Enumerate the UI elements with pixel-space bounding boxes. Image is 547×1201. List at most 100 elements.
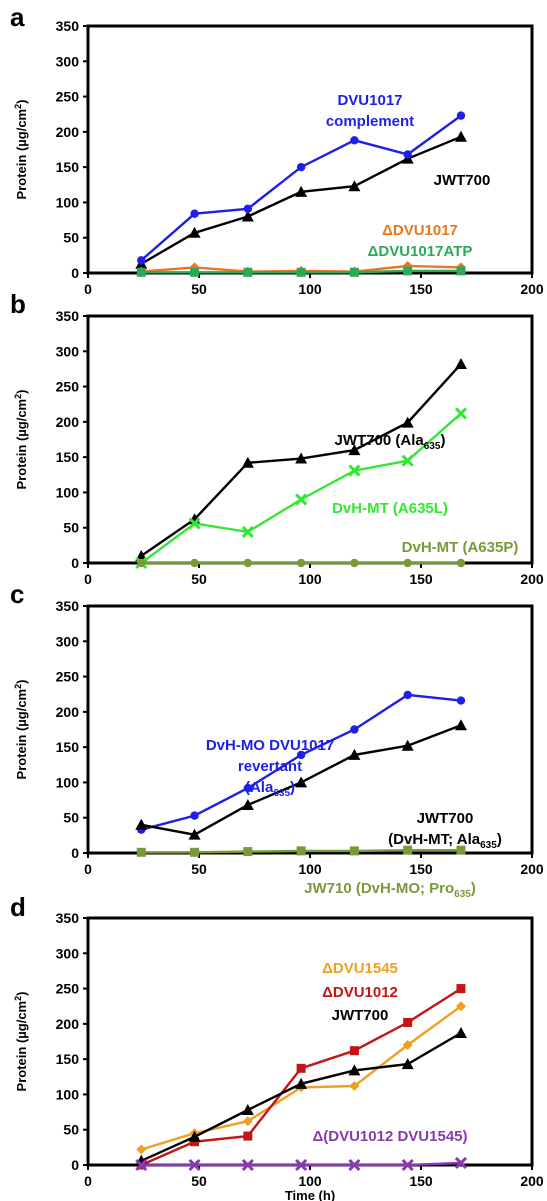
data-point	[456, 984, 466, 994]
annotation-label: (DvH-MT; Ala635)	[388, 831, 502, 851]
x-tick-label: 50	[191, 281, 207, 297]
y-axis-title: Protein (µg/cm2)	[13, 100, 29, 200]
data-point	[243, 783, 253, 793]
panel-letter: a	[10, 2, 25, 32]
data-point	[188, 828, 201, 840]
data-point	[456, 266, 466, 276]
annotation-label: revertant	[238, 758, 302, 775]
data-point	[350, 558, 359, 568]
data-point	[349, 267, 359, 277]
data-point	[401, 416, 414, 428]
annotation-label: JWT700 (Ala635)	[335, 432, 446, 452]
data-point	[136, 1144, 147, 1155]
x-tick-label: 150	[409, 281, 433, 297]
annotation-label: ΔDVU1545	[322, 960, 398, 977]
data-point	[190, 267, 200, 277]
data-point	[348, 464, 361, 477]
x-tick-label: 0	[84, 571, 92, 587]
y-tick-label: 200	[56, 414, 80, 430]
data-point	[190, 847, 200, 857]
data-point	[296, 1063, 306, 1073]
panel-b: b 0 50 100 150 200 250 300 350 0 50 100 150 200 Protei…	[10, 289, 544, 587]
y-tick-label: 100	[56, 1086, 80, 1102]
y-tick-label: 150	[56, 1051, 80, 1067]
data-point	[243, 558, 253, 568]
panel-d: d 0 50 100 150 200 250 300 350 0 50 100 150 200 Protei…	[10, 892, 544, 1201]
data-point	[454, 1156, 468, 1169]
y-tick-label: 350	[56, 598, 80, 614]
y-axis-title: Protein (µg/cm2)	[13, 992, 29, 1092]
x-axis-title: Time (h)	[285, 1188, 335, 1201]
annotation-label: (Ala635)	[245, 779, 295, 799]
data-point	[348, 1158, 361, 1172]
annotation-label: JWT700	[332, 1007, 389, 1024]
y-tick-label: 350	[56, 308, 80, 324]
y-axis-title: Protein (µg/cm2)	[13, 390, 29, 490]
data-point	[349, 846, 359, 856]
y-tick-label: 150	[56, 739, 80, 755]
series	[135, 719, 467, 840]
y-tick-label: 50	[63, 810, 79, 826]
data-point	[350, 136, 359, 145]
y-tick-label: 50	[63, 230, 79, 246]
data-point	[188, 1130, 201, 1142]
x-tick-label: 100	[298, 861, 322, 877]
data-point	[456, 845, 466, 855]
y-tick-label: 100	[56, 194, 80, 210]
series	[137, 558, 466, 568]
data-point	[403, 558, 412, 568]
y-tick-label: 100	[56, 484, 80, 500]
y-tick-label: 0	[71, 845, 79, 861]
annotation-label: DvH-MT (A635L)	[332, 500, 448, 517]
data-point	[243, 847, 253, 857]
panel-letter: d	[10, 892, 26, 922]
data-point	[137, 256, 146, 265]
x-tick-label: 200	[520, 281, 544, 297]
data-point	[241, 210, 254, 222]
data-point	[348, 748, 361, 760]
plot-frame	[86, 24, 534, 275]
data-point	[454, 1027, 467, 1039]
y-tick-label: 100	[56, 774, 80, 790]
y-tick-label: 0	[71, 555, 79, 571]
series	[137, 111, 466, 265]
annotation-label: ΔDVU1012	[322, 984, 398, 1001]
y-tick-label: 250	[56, 669, 80, 685]
series	[135, 130, 467, 269]
data-point	[295, 1077, 308, 1089]
y-tick-label: 300	[56, 53, 80, 69]
annotation-label: DvH-MO DVU1017	[206, 737, 334, 754]
y-tick-label: 0	[71, 1157, 79, 1173]
x-tick-label: 50	[191, 861, 207, 877]
x-tick-label: 0	[84, 281, 92, 297]
x-tick-label: 0	[84, 861, 92, 877]
data-point	[403, 266, 413, 276]
y-tick-label: 200	[56, 124, 80, 140]
data-point	[296, 267, 306, 277]
data-point	[241, 525, 254, 539]
data-point	[188, 226, 201, 238]
data-point	[403, 1017, 413, 1027]
annotation-label: DVU1017	[337, 92, 402, 109]
y-axis-title: Protein (µg/cm2)	[13, 680, 29, 780]
data-point	[349, 1080, 360, 1091]
data-point	[401, 454, 414, 467]
data-point	[243, 267, 253, 277]
y-tick-label: 150	[56, 449, 80, 465]
series	[135, 1156, 468, 1172]
data-point	[296, 750, 306, 760]
data-point	[136, 847, 146, 857]
annotation-label: JWT700	[417, 810, 474, 827]
panel-letter: b	[10, 289, 26, 319]
data-point	[350, 725, 359, 734]
data-point	[242, 1116, 253, 1127]
data-point	[135, 818, 148, 830]
data-point	[243, 1131, 253, 1141]
plot-frame	[86, 314, 534, 565]
data-point	[137, 558, 146, 568]
data-point	[348, 444, 361, 456]
x-tick-label: 100	[298, 571, 322, 587]
data-point	[296, 846, 306, 856]
data-point	[243, 204, 253, 213]
